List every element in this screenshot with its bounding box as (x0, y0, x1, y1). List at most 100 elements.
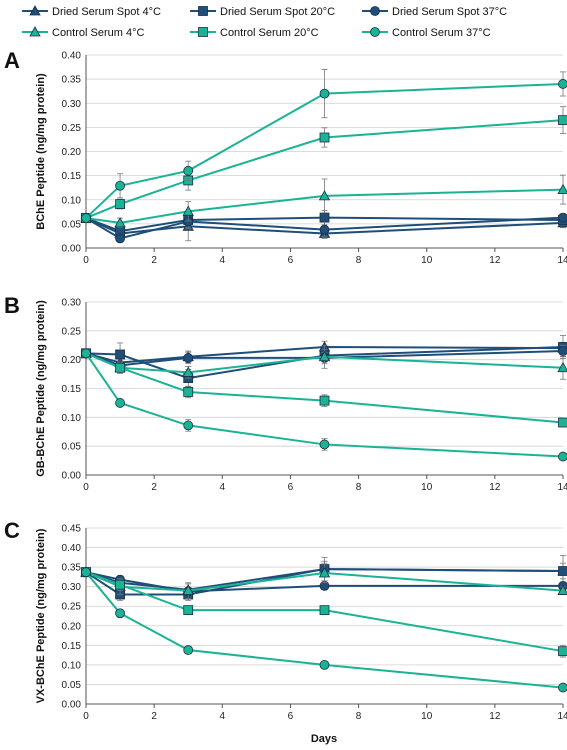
legend-label: Control Serum 4°C (52, 27, 144, 39)
data-point (558, 79, 567, 89)
legend-marker-square (198, 27, 208, 37)
x-tick-label: 12 (489, 255, 501, 266)
legend-item-dried-serum-spot-20c: Dried Serum Spot 20°C (190, 6, 335, 18)
data-point (558, 212, 567, 223)
x-tick-label: 14 (557, 255, 567, 266)
data-point (558, 566, 567, 576)
data-point (558, 115, 567, 126)
data-point (114, 217, 126, 228)
data-point (115, 349, 125, 360)
y-tick-label: 0.40 (62, 51, 82, 62)
y-tick-label: 0.30 (62, 582, 82, 593)
x-tick-label: 6 (288, 711, 294, 722)
y-tick-label: 0.15 (62, 171, 82, 182)
series-control-serum-37c (81, 69, 567, 223)
data-point (115, 233, 125, 244)
panel-c: C 0.00 0.05 0.10 0.15 0.20 0.25 0.30 0.35 0.40 0.4… (4, 518, 567, 722)
y-tick-label: 0.10 (62, 195, 82, 206)
y-tick-label: 0.25 (62, 123, 82, 134)
legend-label: Dried Serum Spot 4°C (52, 6, 161, 18)
data-point (319, 395, 330, 406)
y-tick-label: 0.25 (62, 602, 82, 613)
series-control-serum-4c (80, 174, 567, 229)
y-tick-label: 0.30 (62, 99, 82, 110)
y-tick-label: 0.30 (62, 298, 82, 309)
panels: A 0.00 0.05 0.10 0.15 0.20 0.25 0.30 0.35 0.40 0 2 4… (4, 48, 567, 722)
x-tick-label: 0 (83, 711, 89, 722)
panel-b: B 0.00 0.05 0.10 0.15 0.20 0.25 0.30 0 2 4 6 8 10 12 14… (4, 293, 567, 493)
data-point (319, 659, 330, 670)
data-point (319, 212, 330, 223)
data-point (183, 165, 194, 176)
x-tick-label: 8 (356, 255, 362, 266)
panel-letter: B (4, 293, 20, 318)
legend-item-dried-serum-spot-37c: Dried Serum Spot 37°C (362, 6, 507, 18)
data-point (558, 451, 567, 462)
data-point (115, 608, 125, 619)
data-point (182, 205, 194, 216)
y-tick-label: 0.20 (62, 147, 82, 158)
legend-item-dried-serum-spot-4c: Dried Serum Spot 4°C (22, 5, 161, 18)
data-point (115, 579, 125, 590)
data-point (318, 567, 331, 578)
y-tick-label: 0.35 (62, 563, 82, 574)
legend-label: Control Serum 20°C (220, 27, 319, 39)
y-tick-label: 0.10 (62, 660, 82, 671)
data-point (558, 417, 567, 428)
y-tick-label: 0.20 (62, 621, 82, 632)
y-tick-label: 0.10 (62, 413, 82, 424)
y-tick-label: 0.00 (62, 471, 82, 482)
x-tick-label: 6 (288, 482, 294, 493)
data-point (558, 646, 567, 657)
x-tick-label: 8 (356, 711, 362, 722)
legend-label: Dried Serum Spot 37°C (392, 6, 507, 18)
data-point (557, 361, 567, 373)
legend-item-control-serum-37c: Control Serum 37°C (362, 27, 491, 39)
x-tick-label: 8 (356, 482, 362, 493)
data-point (183, 353, 194, 363)
data-point (558, 682, 567, 693)
data-point (319, 439, 330, 450)
x-tick-label: 0 (83, 255, 89, 266)
y-tick-label: 0.25 (62, 326, 82, 337)
series-control-serum-37c (81, 567, 567, 693)
x-tick-label: 14 (557, 711, 567, 722)
x-tick-label: 10 (421, 255, 433, 266)
legend-item-control-serum-4c: Control Serum 4°C (22, 26, 144, 39)
data-point (318, 190, 331, 201)
legend-marker-circle (370, 27, 380, 37)
y-tick-label: 0.45 (62, 524, 82, 535)
data-point (318, 350, 331, 362)
x-tick-label: 4 (220, 482, 226, 493)
x-tick-label: 2 (151, 711, 157, 722)
legend-item-control-serum-20c: Control Serum 20°C (190, 27, 319, 39)
x-tick-label: 14 (557, 482, 567, 493)
data-point (81, 348, 91, 359)
x-tick-label: 12 (489, 711, 501, 722)
data-point (183, 605, 194, 616)
y-tick-label: 0.15 (62, 641, 82, 652)
y-tick-label: 0.35 (62, 75, 82, 86)
x-tick-label: 0 (83, 482, 89, 493)
y-axis-label: BChE Peptide (ng/mg protein) (35, 73, 47, 230)
data-point (558, 346, 567, 356)
data-point (183, 645, 194, 655)
y-tick-label: 0.00 (62, 244, 82, 255)
legend: Dried Serum Spot 4°C Dried Serum Spot 20°… (22, 5, 507, 39)
panel-letter: A (4, 48, 20, 73)
data-point (81, 567, 91, 578)
x-tick-label: 6 (288, 255, 294, 266)
data-point (319, 224, 330, 235)
data-point (319, 605, 330, 616)
x-tick-label: 12 (489, 482, 501, 493)
data-point (115, 398, 125, 408)
legend-marker-triangle (29, 5, 41, 16)
legend-label: Control Serum 37°C (392, 27, 491, 39)
y-tick-label: 0.15 (62, 384, 82, 395)
series-control-serum-37c (81, 348, 567, 462)
y-axis-label: GB-BChE Peptide (ng/mg protein) (35, 300, 47, 477)
y-tick-label: 0.05 (62, 442, 82, 453)
data-point (182, 584, 194, 595)
x-tick-label: 2 (151, 255, 157, 266)
